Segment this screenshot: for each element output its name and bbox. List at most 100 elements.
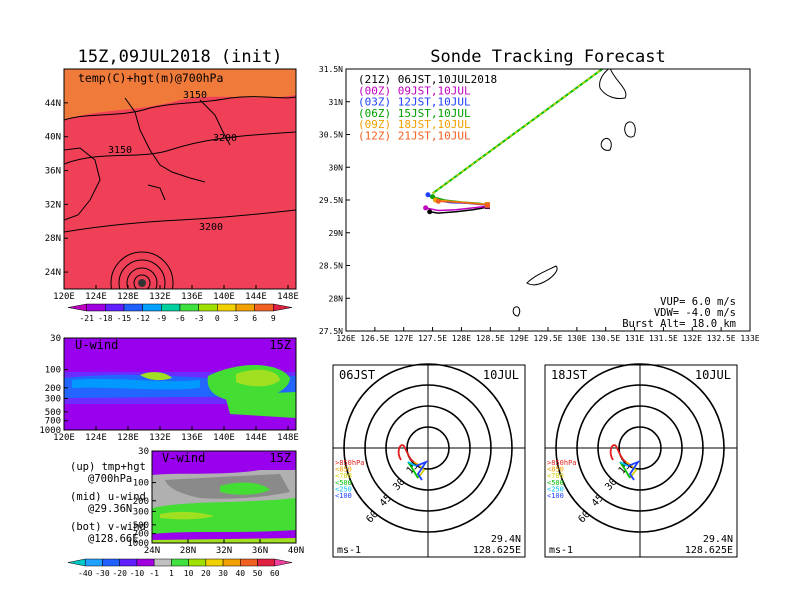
track-series-line: [429, 205, 488, 214]
track-start-point: [427, 209, 433, 215]
map-colorbar-label: 3: [234, 314, 239, 323]
hodograph-legend-entry: <850: [547, 466, 564, 474]
map-colorbar-label: 6: [252, 314, 257, 323]
hodograph-lat: 29.4N: [491, 534, 521, 545]
hodograph-unit: ms-1: [549, 545, 573, 556]
u-wind-x-tick-label: 136E: [181, 433, 203, 443]
hodograph-legend-entry: <850: [335, 466, 352, 474]
wind-colorbar-label: 30: [218, 569, 228, 578]
track-x-tick-label: 128E: [452, 334, 471, 343]
map-colorbar-swatch: [198, 303, 218, 312]
v-wind-x-tick-label: 24N: [144, 546, 160, 556]
map-subtitle: temp(C)+hgt(m)@700hPa: [78, 71, 223, 85]
track-legend-entry: (03Z) 12JST,10JUL: [358, 96, 471, 109]
desc-mid: (mid) u-wind: [70, 491, 146, 503]
track-x-tick-label: 133E: [740, 334, 759, 343]
v-wind-y-tick-label: 500: [133, 521, 149, 531]
hodograph-date: 10JUL: [483, 368, 519, 382]
map-colorbar: -21 -18 -15 -12 -9 -6 -3 0 3 6 9: [67, 303, 293, 323]
wind-colorbar-swatch: [188, 558, 207, 567]
v-wind-x-tick-label: 40N: [288, 546, 304, 556]
wind-colorbar-label: -20: [112, 569, 127, 578]
wind-colorbar-swatch: [67, 558, 86, 567]
hodograph-trace: [407, 461, 417, 467]
track-y-tick-label: 31.5N: [319, 65, 343, 74]
track-y-tick-label: 30N: [329, 163, 344, 172]
track-y-tick-label: 29.5N: [319, 196, 343, 205]
wind-colorbar-label: -10: [130, 569, 145, 578]
map-x-tick-label: 140E: [213, 292, 235, 302]
map-frame: [63, 68, 297, 290]
map-y-tick-label: 32N: [45, 200, 61, 210]
track-x-tick-label: 128.5E: [476, 334, 505, 343]
hodograph-lon: 128.625E: [473, 545, 521, 556]
wind-colorbar-swatch: [274, 558, 293, 567]
track-y-tick-label: 27.5N: [319, 327, 343, 336]
hodograph-lat: 29.4N: [703, 534, 733, 545]
hodograph-legend-entry: <250: [335, 485, 352, 493]
map-x-axis: 120E 124E 128E 132E 136E 140E 144E 148E: [53, 285, 299, 302]
v-wind-y-tick-label: 200: [133, 497, 149, 507]
v-wind-time: 15Z: [269, 451, 291, 465]
track-legend-entry: (21Z) 06JST,10JUL2018: [358, 73, 497, 86]
track-legend-entry: (12Z) 21JST,10JUL: [358, 130, 471, 143]
hodograph-legend-entry: <500: [547, 479, 564, 487]
hodograph-trace: [397, 444, 415, 463]
map-y-tick-label: 36N: [45, 167, 61, 177]
map-y-tick-label: 24N: [45, 268, 61, 278]
desc-up2: @700hPa: [88, 473, 132, 485]
u-wind-y-tick-label: 200: [45, 384, 61, 394]
wind-colorbar-swatch: [257, 558, 276, 567]
u-wind-x-tick-label: 140E: [213, 433, 235, 443]
map-colorbar-swatch: [161, 303, 181, 312]
map-colorbar-swatch: [273, 303, 293, 312]
wind-colorbar-swatch: [205, 558, 224, 567]
u-wind-frame: [63, 337, 297, 431]
hodograph-trace: [627, 460, 641, 481]
track-x-tick-label: 132E: [683, 334, 702, 343]
track-series: [423, 192, 490, 215]
wind-colorbar-label: 20: [201, 569, 211, 578]
wind-colorbar-label: 1: [169, 569, 174, 578]
v-wind-x-axis: 24N 28N 32N 36N 40N: [144, 539, 304, 556]
contour-label-2: 3200: [213, 133, 237, 144]
desc-up: (up) tmp+hgt: [70, 461, 146, 473]
v-wind-y-tick-label: 30: [138, 447, 149, 457]
wind-colorbar-label: -30: [95, 569, 110, 578]
hodograph-legend-entry: <100: [335, 492, 352, 500]
hodograph-legend-entry: >850hPa: [335, 459, 365, 467]
track-x-tick-label: 129E: [510, 334, 529, 343]
u-wind-x-axis: 120E 124E 128E 132E 136E 140E 144E 148E: [53, 426, 299, 443]
hodograph-frame: [544, 364, 738, 558]
hodograph-trace: [417, 465, 426, 479]
track-y-axis: 27.5N 28N 28.5N 29N 29.5N 30N 30.5N 31N 31.5N: [319, 65, 350, 336]
track-x-tick-label: 126E: [336, 334, 355, 343]
wind-colorbar-swatch: [153, 558, 172, 567]
map-x-tick-label: 148E: [277, 292, 299, 302]
track-y-tick-label: 28.5N: [319, 262, 343, 271]
u-wind-x-tick-label: 124E: [85, 433, 107, 443]
map-title: 15Z,09JUL2018 (init): [78, 47, 283, 67]
v-wind-x-tick-label: 36N: [252, 546, 268, 556]
map-y-tick-label: 40N: [45, 133, 61, 143]
hodograph-legend-entry: <700: [547, 472, 564, 480]
wind-colorbar-label: -40: [78, 569, 93, 578]
u-wind-y-tick-label: 500: [45, 408, 61, 418]
track-x-tick-label: 126.5E: [360, 334, 389, 343]
contour-label-1: 3150: [183, 90, 207, 101]
track-legend-entry: (06Z) 15JST,10JUL: [358, 107, 471, 120]
u-wind-x-tick-label: 144E: [245, 433, 267, 443]
track-legend-entry: (09Z) 18JST,10JUL: [358, 118, 471, 131]
map-x-tick-label: 124E: [85, 292, 107, 302]
track-legend-entry: (00Z) 09JST,10JUL: [358, 84, 471, 97]
track-x-tick-label: 130.5E: [591, 334, 620, 343]
track-start-point: [423, 205, 429, 211]
map-x-tick-label: 128E: [117, 292, 139, 302]
u-wind-x-tick-label: 128E: [117, 433, 139, 443]
hodograph-lon: 128.625E: [685, 545, 733, 556]
v-wind-y-tick-label: 300: [133, 507, 149, 517]
track-x-tick-label: 130E: [567, 334, 586, 343]
